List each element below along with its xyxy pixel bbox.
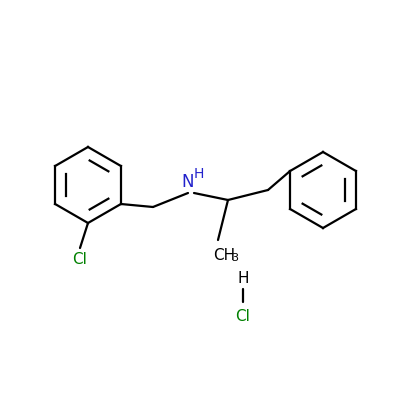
Text: CH: CH [213, 248, 235, 263]
Text: Cl: Cl [236, 309, 250, 324]
Text: N: N [182, 173, 194, 191]
Text: H: H [194, 167, 204, 181]
Text: H: H [237, 271, 249, 286]
Text: Cl: Cl [72, 252, 88, 267]
Text: 3: 3 [231, 253, 238, 263]
